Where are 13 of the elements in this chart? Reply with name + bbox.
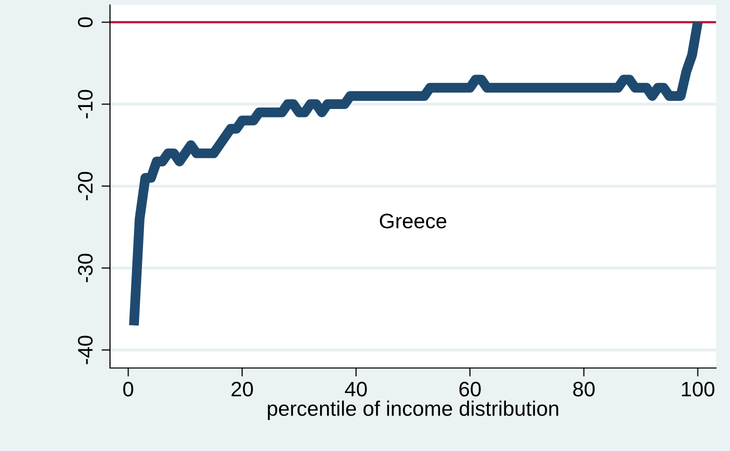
y-tick-label: -10	[78, 90, 93, 118]
x-axis-title: percentile of income distribution	[268, 400, 558, 420]
x-tick-label: 60	[459, 382, 481, 396]
x-tick-label: 40	[344, 382, 367, 396]
y-tick-label: -20	[78, 172, 93, 200]
x-tick-label: 0	[123, 382, 134, 396]
x-tick-label: 80	[573, 382, 595, 396]
x-tick-label: 20	[232, 382, 253, 396]
x-tick-label: 100	[682, 382, 714, 396]
y-tick-label: -40	[78, 336, 93, 364]
y-tick-label: -30	[78, 254, 93, 282]
y-tick-label: 0	[78, 17, 93, 28]
annotation: Greece	[380, 214, 446, 228]
